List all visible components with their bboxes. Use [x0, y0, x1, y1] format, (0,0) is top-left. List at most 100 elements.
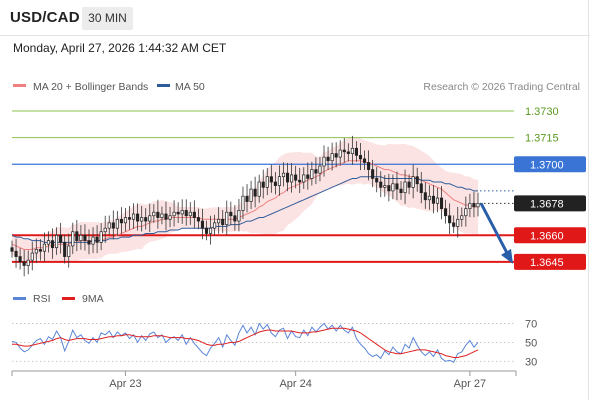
- candle-body: [302, 174, 306, 183]
- candle-body: [107, 222, 111, 229]
- candle-body: [59, 234, 63, 243]
- candle-body: [30, 252, 34, 261]
- x-axis: Apr 23 Apr 24 Apr 27: [11, 370, 517, 390]
- candle-body: [310, 169, 314, 179]
- candle-body: [245, 195, 249, 202]
- candle-body: [411, 176, 415, 188]
- projection-arrow-head: [501, 248, 513, 264]
- candle-body: [318, 165, 322, 174]
- candle-body: [350, 147, 354, 154]
- candle-body: [237, 210, 241, 222]
- candle-body: [379, 181, 383, 188]
- candle-body: [448, 215, 452, 224]
- candle-body: [306, 174, 310, 179]
- candle-body: [456, 218, 460, 227]
- candle-body: [188, 211, 192, 217]
- candle-body: [314, 169, 318, 174]
- candlesticks: [10, 135, 480, 277]
- candle-body: [298, 179, 302, 183]
- candle-body: [115, 218, 119, 229]
- candle-body: [91, 236, 95, 245]
- candle-body: [294, 174, 298, 181]
- rsi-legend-label: RSI: [33, 293, 51, 305]
- last-price-tag: [514, 195, 586, 212]
- rsi-tick-label: 50: [525, 337, 537, 349]
- candle-body: [285, 172, 290, 183]
- candle-body: [75, 231, 79, 241]
- candle-body: [435, 197, 440, 204]
- candle-body: [476, 202, 480, 208]
- projection-arrow-shaft: [479, 202, 509, 254]
- right-border: [588, 0, 589, 400]
- ma50-legend-label: MA 50: [175, 81, 205, 93]
- support-label: 1.3645: [530, 257, 564, 269]
- candle-body: [472, 202, 476, 208]
- level-lines: [12, 110, 514, 263]
- candle-body: [257, 181, 261, 197]
- candle-body: [127, 217, 132, 220]
- candle-body: [55, 234, 59, 249]
- candle-body: [22, 261, 26, 266]
- candle-body: [322, 156, 326, 167]
- candle-body: [67, 245, 71, 257]
- candle-body: [265, 176, 269, 188]
- candle-body: [18, 256, 22, 263]
- candle-body: [50, 240, 55, 249]
- candle-body: [71, 231, 75, 247]
- candle-body: [83, 234, 87, 241]
- x-axis-tick-label: Apr 23: [109, 378, 141, 390]
- candle-body: [103, 227, 107, 233]
- candle-body: [415, 176, 419, 185]
- candle-body: [168, 215, 172, 220]
- candle-body: [444, 208, 448, 217]
- resistance-label: 1.3715: [525, 133, 559, 145]
- candle-body: [241, 195, 245, 211]
- ma20-legend-swatch: [13, 84, 26, 87]
- candle-body: [362, 158, 367, 163]
- candle-body: [26, 259, 30, 266]
- candle-body: [172, 211, 176, 217]
- candle-body: [38, 249, 42, 252]
- candle-body: [63, 242, 67, 257]
- candle-body: [439, 197, 444, 209]
- support-label: 1.3660: [530, 230, 564, 242]
- candle-body: [176, 211, 180, 215]
- candle-body: [132, 213, 136, 220]
- candle-body: [452, 222, 456, 227]
- candle-body: [217, 218, 221, 224]
- rsi-tick-label: 30: [525, 356, 537, 368]
- candle-body: [95, 236, 99, 243]
- x-axis-tick-label: Apr 27: [454, 378, 486, 390]
- rsi-ma-legend-swatch: [62, 297, 75, 300]
- candle-body: [330, 153, 334, 162]
- candle-body: [87, 240, 91, 245]
- candle-body: [46, 240, 51, 245]
- pivot-tag: [514, 156, 586, 173]
- candle-body: [387, 185, 391, 192]
- candle-body: [269, 176, 273, 183]
- candle-body: [468, 202, 472, 209]
- candle-body: [383, 185, 387, 188]
- candle-body: [464, 208, 468, 217]
- timeframe-badge[interactable]: 30 MIN: [82, 7, 133, 30]
- candle-body: [407, 181, 411, 188]
- candle-body: [192, 211, 196, 218]
- candle-body: [281, 172, 286, 178]
- candle-body: [391, 183, 395, 192]
- candle-body: [14, 250, 18, 257]
- candle-body: [427, 195, 431, 201]
- candle-body: [375, 178, 379, 183]
- candle-body: [358, 155, 363, 160]
- candle-body: [123, 217, 128, 224]
- candle-body: [273, 181, 277, 186]
- candle-body: [342, 149, 346, 153]
- candle-body: [200, 220, 205, 229]
- candle-body: [253, 188, 257, 197]
- candle-body: [346, 151, 350, 154]
- credit-label: Research © 2026 Trading Central: [423, 81, 580, 93]
- rsi-tick-label: 70: [525, 318, 537, 330]
- candle-body: [403, 181, 407, 194]
- datetime-label: Monday, April 27, 2026 1:44:32 AM CET: [13, 41, 227, 55]
- candle-body: [225, 211, 229, 225]
- rsi-legend-swatch: [13, 297, 26, 300]
